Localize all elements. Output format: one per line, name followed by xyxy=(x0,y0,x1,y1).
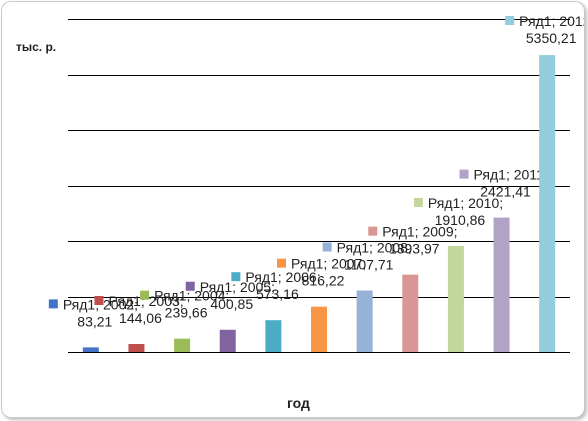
bar-2008 xyxy=(356,290,373,352)
data-label-value-2006: 573,16 xyxy=(256,286,299,302)
bar-2002 xyxy=(82,347,99,352)
data-label-name-2010: Ряд1; 2010; xyxy=(428,195,503,211)
data-label-value-2002: 83,21 xyxy=(77,313,112,329)
data-label-value-2012: 5350,21 xyxy=(526,30,577,46)
bar-2003 xyxy=(128,344,145,352)
data-label-value-2003: 144,06 xyxy=(119,310,162,326)
data-label-name-2004: Ряд1; 2004; xyxy=(154,288,229,304)
bar-2006 xyxy=(265,320,282,352)
bar-2004 xyxy=(174,338,191,352)
data-label-value-2008: 1107,71 xyxy=(344,257,394,273)
data-label-value-2010: 1910,86 xyxy=(435,212,486,228)
label-key-2004 xyxy=(140,290,150,300)
label-key-2003 xyxy=(94,296,104,306)
data-label-name-2007: Ряд1; 2007; xyxy=(291,256,366,272)
data-label-value-2007: 816,22 xyxy=(302,273,345,289)
data-label-name-2003: Ряд1; 2003; xyxy=(108,293,183,309)
label-key-2009 xyxy=(368,226,378,236)
label-key-2007 xyxy=(277,258,286,268)
data-label-value-2005: 400,85 xyxy=(210,296,253,312)
label-key-2010 xyxy=(413,197,423,207)
data-label-name-2006: Ряд1; 2006; xyxy=(245,269,320,285)
data-label-name-2005: Ряд1; 2005; xyxy=(200,279,275,295)
bar-2005 xyxy=(219,329,236,352)
label-key-2002 xyxy=(48,299,58,309)
bar-2012 xyxy=(539,55,556,352)
data-label-name-2009: Ряд1; 2009; xyxy=(382,224,457,240)
data-label-value-2009: 1393,97 xyxy=(389,241,440,257)
label-key-2011 xyxy=(459,169,469,179)
y-axis-label: тыс. р. xyxy=(16,40,57,54)
data-label-name-2008: Ряд1; 2008; xyxy=(337,240,412,256)
x-axis-label: год xyxy=(287,395,310,411)
label-key-2005 xyxy=(185,281,195,291)
bar-2007 xyxy=(311,306,327,352)
data-label-name-2012: Ряд1; 2012; xyxy=(519,13,585,29)
label-key-2008 xyxy=(322,242,332,252)
data-label-value-2004: 239,66 xyxy=(165,305,208,321)
bar-2009 xyxy=(402,274,419,352)
bar-2010 xyxy=(447,245,464,352)
data-label-name-2011: Ряд1; 2011; xyxy=(474,167,548,183)
data-label-value-2011: 2421,41 xyxy=(480,184,531,200)
label-key-2006 xyxy=(231,272,241,282)
label-key-2012 xyxy=(505,16,515,25)
bar-2011 xyxy=(493,217,510,352)
